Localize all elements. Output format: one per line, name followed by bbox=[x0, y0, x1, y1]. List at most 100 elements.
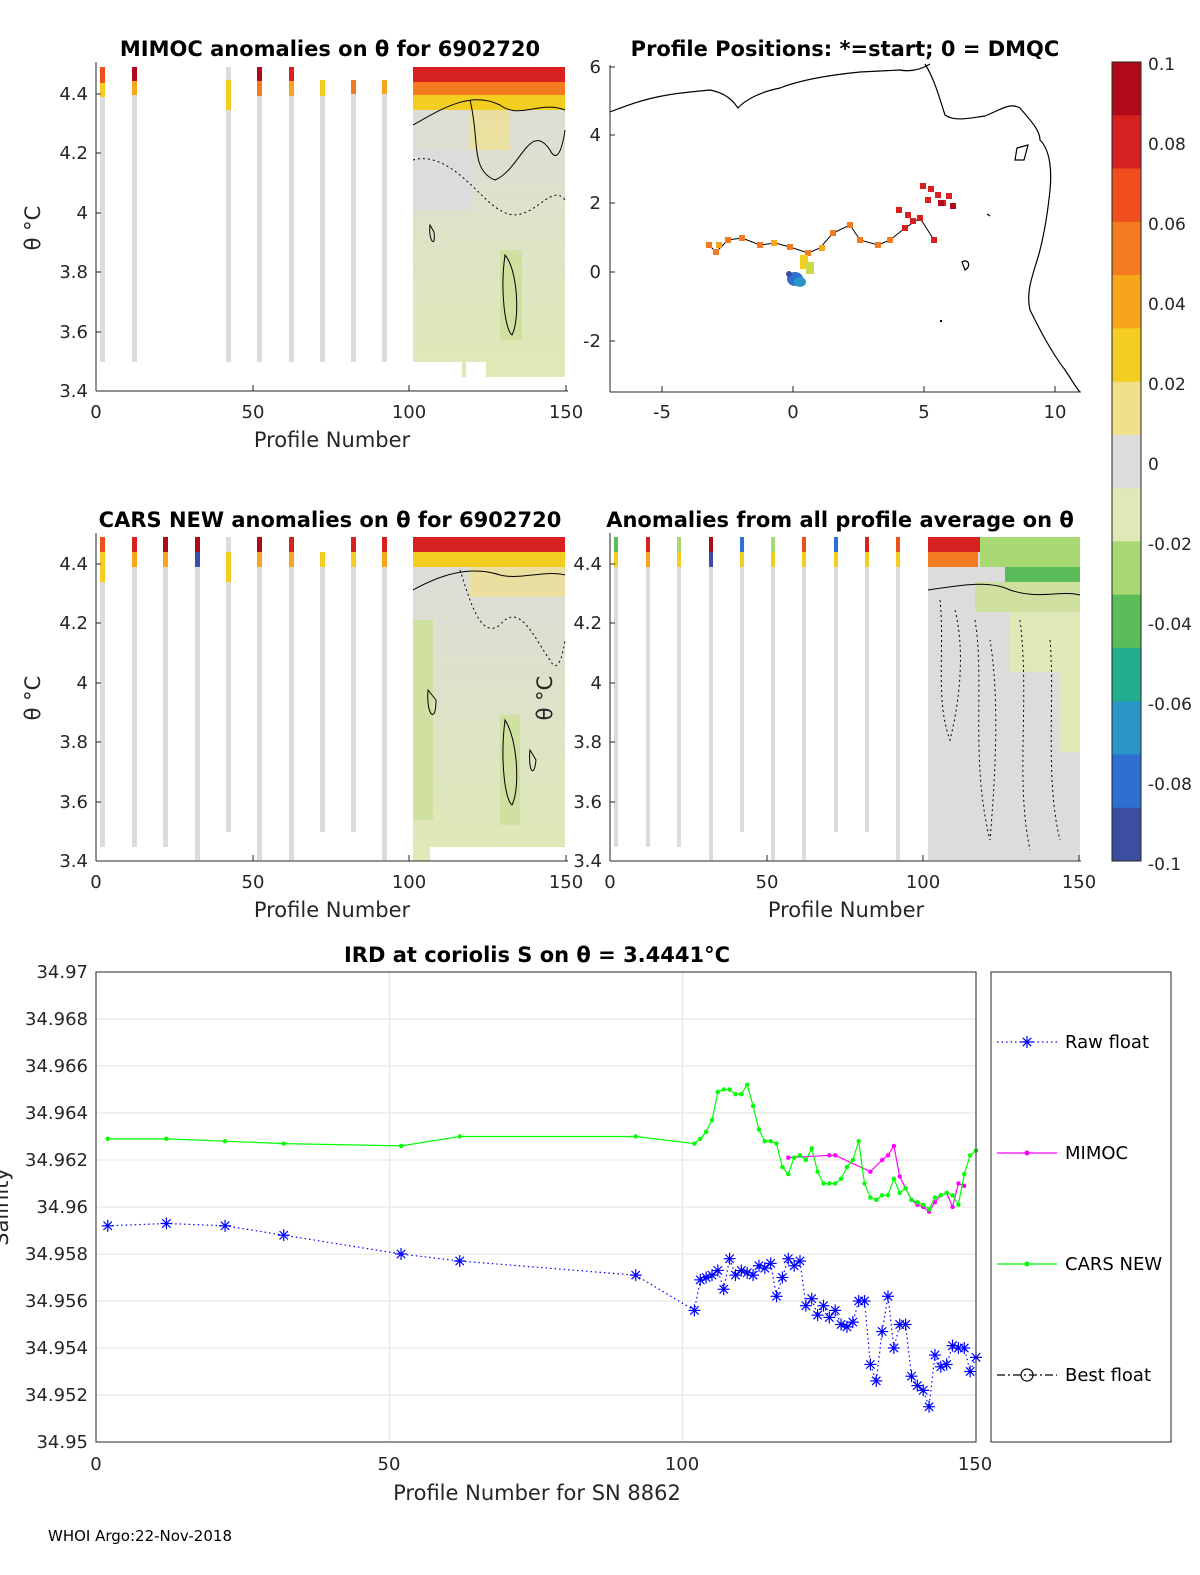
data-point bbox=[745, 1082, 750, 1088]
data-point bbox=[833, 1153, 838, 1158]
data-point bbox=[827, 1181, 832, 1186]
tick-label: 0 bbox=[590, 262, 601, 283]
data-point bbox=[879, 1193, 885, 1198]
data-point bbox=[879, 1157, 885, 1163]
data-point bbox=[803, 1157, 809, 1163]
tick-label: 0 bbox=[90, 402, 101, 423]
data-point bbox=[844, 1164, 850, 1170]
salinity-xticks: 0 50 100 150 bbox=[90, 1454, 992, 1475]
data-point bbox=[733, 1092, 738, 1097]
positions-xticks: -5 0 5 10 bbox=[653, 402, 1066, 423]
positions-track bbox=[706, 183, 956, 322]
data-point bbox=[964, 1365, 977, 1378]
colorbar-cell bbox=[1112, 594, 1141, 649]
data-point bbox=[1021, 1036, 1033, 1048]
tick-label: 4.4 bbox=[573, 554, 602, 575]
data-point bbox=[762, 1139, 767, 1144]
data-point bbox=[829, 1304, 842, 1317]
mimoc-dense-block bbox=[412, 67, 566, 377]
tick-label: -5 bbox=[653, 402, 671, 423]
positions-panel: Profile Positions: *=start; 0 = DMQC bbox=[583, 37, 1081, 423]
data-point bbox=[729, 1269, 742, 1282]
data-point bbox=[395, 1248, 408, 1260]
data-point bbox=[962, 1171, 967, 1177]
data-point bbox=[950, 1204, 955, 1210]
salinity-xlabel: Profile Number for SN 8862 bbox=[393, 1481, 681, 1505]
colorbar-cell bbox=[1112, 434, 1141, 489]
data-point bbox=[897, 1174, 902, 1179]
data-point bbox=[905, 1370, 918, 1383]
tick-label: 50 bbox=[242, 402, 265, 423]
salinity-ylabel: Salinity bbox=[0, 1168, 13, 1246]
tick-label: 34.964 bbox=[25, 1103, 88, 1124]
data-point bbox=[709, 1117, 715, 1123]
tick-label: 34.97 bbox=[36, 962, 88, 983]
data-point bbox=[101, 1219, 114, 1232]
data-point bbox=[758, 1262, 771, 1275]
colorbar-tick: 0.04 bbox=[1148, 295, 1186, 315]
colorbar-cell bbox=[1112, 168, 1141, 223]
data-point bbox=[921, 1202, 926, 1207]
tick-label: 3.4 bbox=[59, 381, 88, 402]
tick-label: 34.968 bbox=[25, 1009, 88, 1030]
colorbar-cell bbox=[1112, 701, 1141, 755]
data-point bbox=[897, 1190, 902, 1196]
avg-axes bbox=[609, 533, 1081, 862]
avg-panel: Anomalies from all profile average on θ bbox=[533, 508, 1096, 922]
mimoc-profile-stripes bbox=[100, 67, 387, 362]
tick-label: 50 bbox=[756, 872, 779, 893]
colorbar-cell bbox=[1112, 807, 1141, 862]
data-point bbox=[932, 1195, 938, 1200]
data-point bbox=[219, 1219, 232, 1232]
data-point bbox=[457, 1134, 462, 1139]
data-point bbox=[788, 1259, 801, 1272]
data-point bbox=[917, 1384, 930, 1397]
data-point bbox=[815, 1169, 820, 1174]
cars-axes bbox=[95, 533, 568, 862]
tick-label: 34.96 bbox=[36, 1197, 88, 1218]
legend-swatches bbox=[997, 1036, 1057, 1382]
colorbar-tick: -0.06 bbox=[1148, 695, 1192, 715]
colorbar-cell bbox=[1112, 221, 1141, 276]
data-point bbox=[891, 1143, 897, 1149]
avg-yticks: 4.4 4.2 4 3.8 3.6 3.4 bbox=[573, 554, 602, 872]
tick-label: 6 bbox=[590, 57, 601, 78]
tick-label: 5 bbox=[918, 402, 929, 423]
cars-ylabel: θ °C bbox=[21, 676, 45, 721]
data-point bbox=[923, 1400, 936, 1413]
tick-label: 50 bbox=[378, 1454, 401, 1475]
colorbar-cell bbox=[1112, 541, 1141, 596]
data-point bbox=[909, 1197, 914, 1203]
colorbar-tick: 0.1 bbox=[1148, 55, 1175, 75]
data-point bbox=[911, 1379, 924, 1392]
tick-label: 0 bbox=[604, 872, 615, 893]
data-point bbox=[956, 1202, 961, 1207]
avg-xlabel: Profile Number bbox=[768, 898, 925, 922]
tick-label: 34.962 bbox=[25, 1150, 88, 1171]
tick-label: 4.2 bbox=[59, 143, 88, 164]
tick-label: 4.4 bbox=[59, 84, 88, 105]
tick-label: 4 bbox=[591, 673, 602, 694]
data-point bbox=[932, 1200, 938, 1205]
data-point bbox=[706, 1269, 718, 1282]
data-point bbox=[833, 1181, 838, 1186]
tick-label: 150 bbox=[1062, 872, 1096, 893]
tick-label: 2 bbox=[590, 193, 601, 214]
data-point bbox=[750, 1103, 756, 1109]
cars-yticks: 4.4 4.2 4 3.8 3.6 3.4 bbox=[59, 554, 88, 872]
cars-title: CARS NEW anomalies on θ for 6902720 bbox=[99, 508, 562, 532]
tick-label: 4.4 bbox=[59, 554, 88, 575]
data-point bbox=[782, 1252, 795, 1265]
tick-label: 4 bbox=[77, 673, 88, 694]
salinity-chart: IRD at coriolis S on θ = 3.4441°C 0 50 1… bbox=[0, 943, 1172, 1505]
avg-xticks: 0 50 100 150 bbox=[604, 872, 1096, 893]
tick-label: 3.4 bbox=[59, 851, 88, 872]
colorbar-cells bbox=[1112, 62, 1141, 862]
data-point bbox=[764, 1257, 777, 1270]
data-point bbox=[688, 1304, 701, 1317]
data-point bbox=[797, 1153, 803, 1158]
colorbar-tick: -0.08 bbox=[1148, 775, 1192, 795]
mimoc-title: MIMOC anomalies on θ for 6902720 bbox=[120, 37, 540, 61]
tick-label: 3.8 bbox=[573, 732, 602, 753]
data-point bbox=[811, 1309, 824, 1322]
